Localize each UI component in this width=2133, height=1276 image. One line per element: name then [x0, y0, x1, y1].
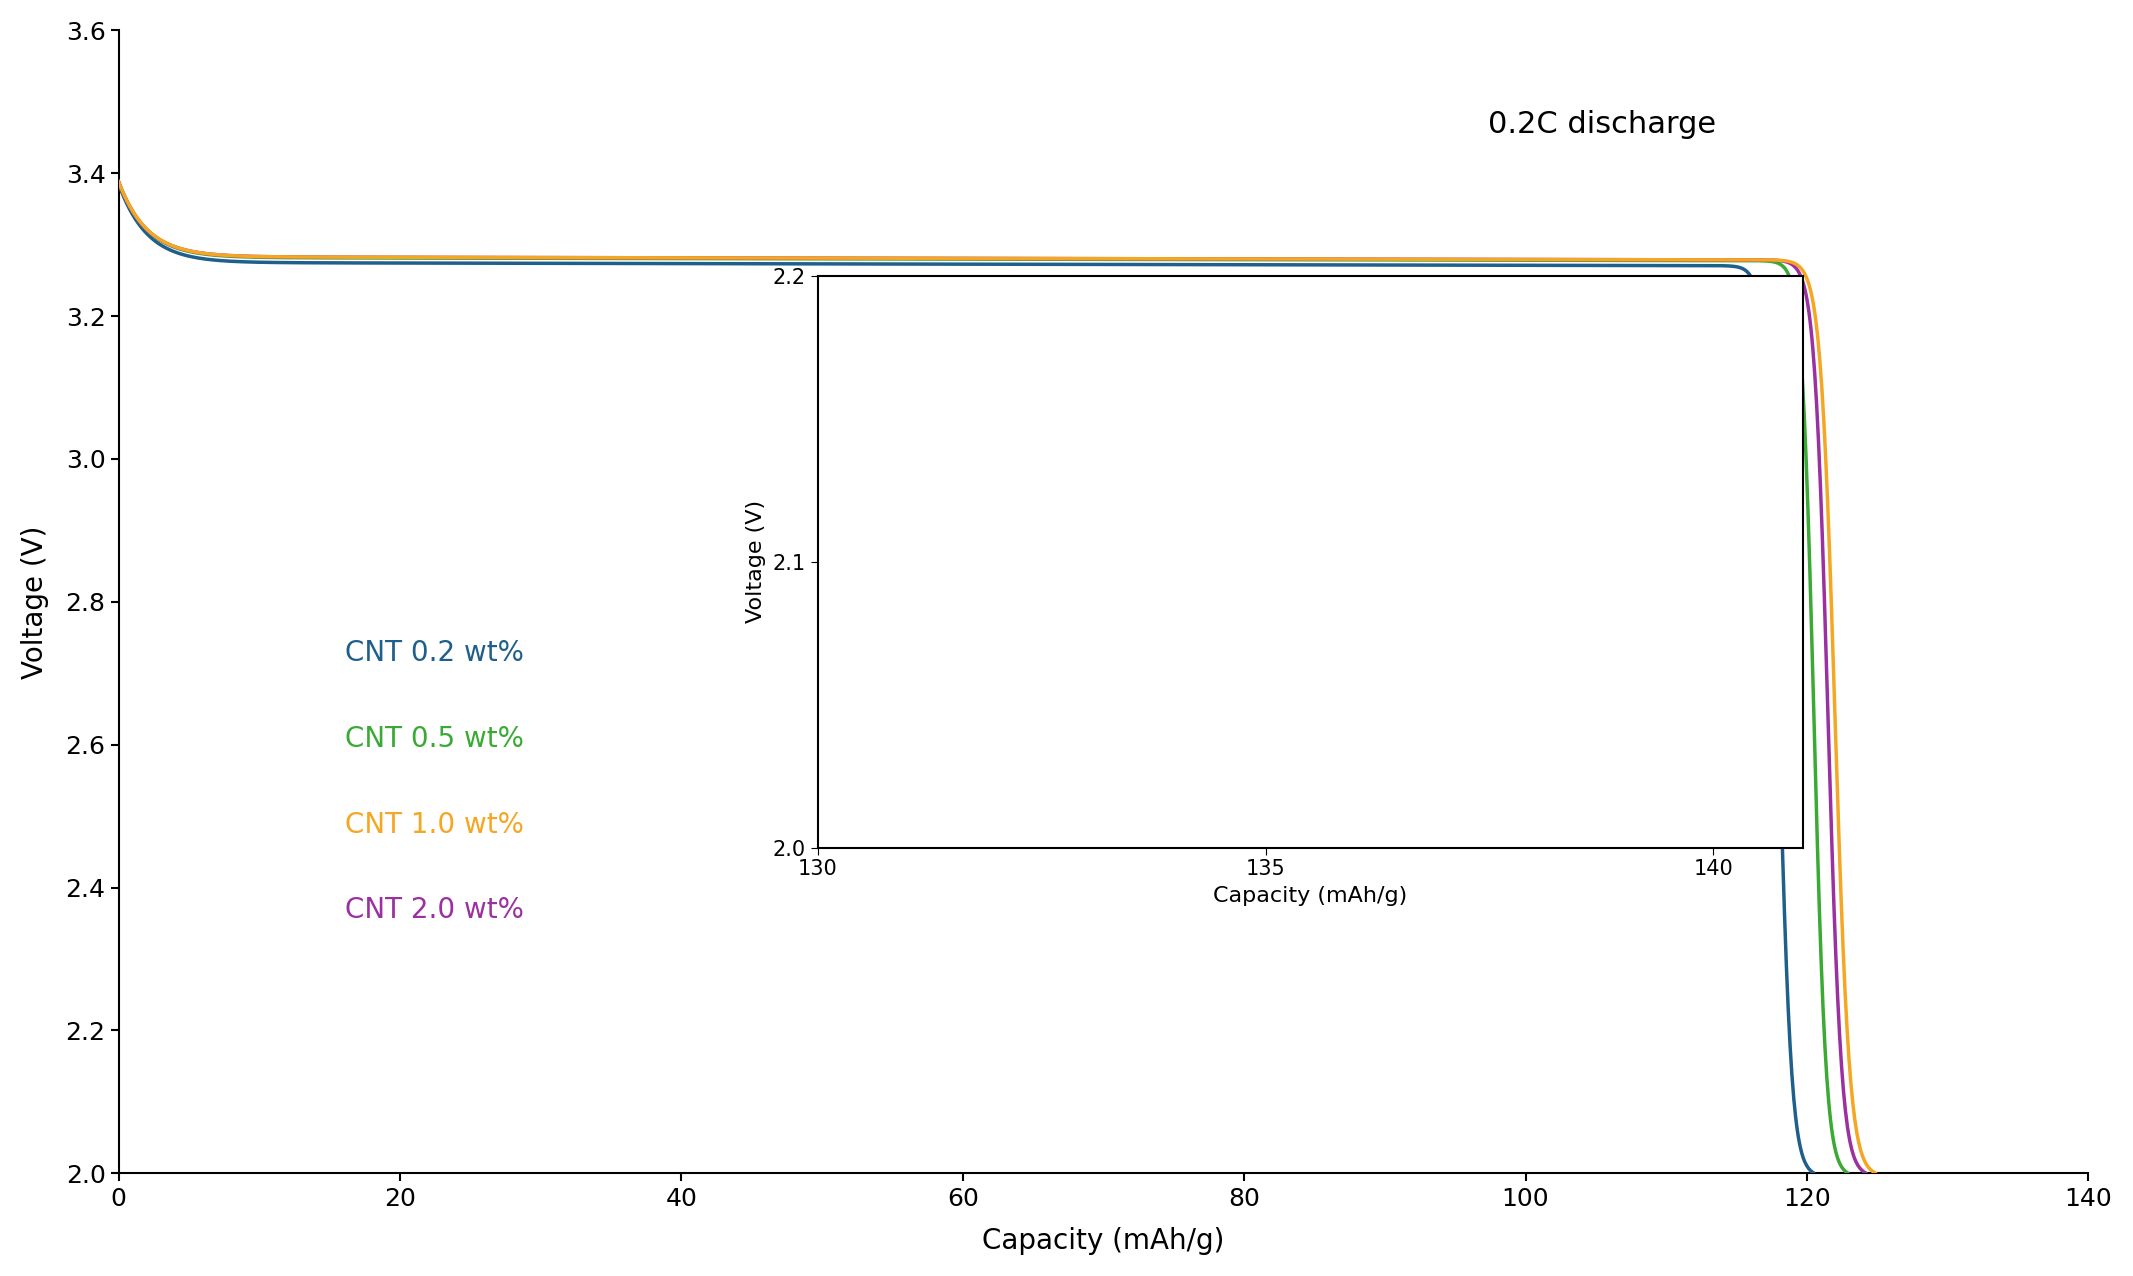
Text: 0.2C discharge: 0.2C discharge: [1487, 110, 1715, 139]
X-axis label: Capacity (mAh/g): Capacity (mAh/g): [983, 1228, 1224, 1256]
Y-axis label: Voltage (V): Voltage (V): [21, 526, 49, 679]
Text: CNT 0.5 wt%: CNT 0.5 wt%: [346, 725, 525, 753]
Text: CNT 0.2 wt%: CNT 0.2 wt%: [346, 639, 525, 667]
Text: CNT 1.0 wt%: CNT 1.0 wt%: [346, 810, 525, 838]
Text: CNT 2.0 wt%: CNT 2.0 wt%: [346, 897, 525, 924]
